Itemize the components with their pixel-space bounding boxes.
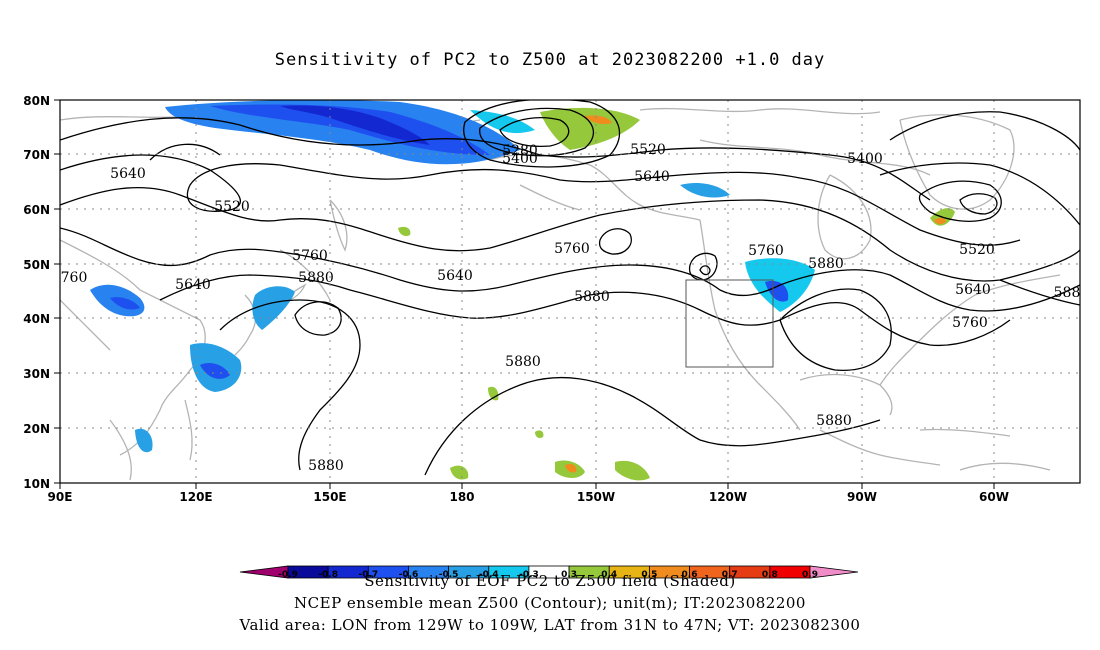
map-title: Sensitivity of PC2 to Z500 at 2023082200…: [274, 50, 826, 70]
lon-tick-label: 90E: [48, 490, 73, 504]
lat-tick-label: 70N: [23, 148, 50, 162]
z500-contours: [60, 100, 1080, 476]
latitude-labels: 80N 70N 60N 50N 40N 30N 20N 10N: [23, 94, 50, 491]
footer: Sensitivity of EOF PC2 to Z500 field (Sh…: [0, 570, 1100, 636]
lon-tick-label: 180: [449, 490, 474, 504]
contour-label: 5880: [808, 256, 844, 272]
contour-label: 5880: [816, 413, 852, 429]
lat-tick-label: 40N: [23, 312, 50, 326]
gridlines: [60, 100, 1080, 483]
contour-label: 5640: [634, 169, 670, 185]
lat-tick-label: 30N: [23, 367, 50, 381]
colorbar: -0.9 -0.8 -0.7 -0.6 -0.5 -0.4 -0.3 0.3 0.4 0.5 0.6…: [239, 565, 859, 580]
contour-label: 5760: [748, 243, 784, 259]
colorbar-tick-label: -0.3: [519, 570, 539, 580]
colorbar-tick-label: 0.7: [722, 570, 738, 580]
contour-label: 5880: [505, 354, 541, 370]
colorbar-tick-label: 0.9: [802, 570, 818, 580]
lon-tick-label: 120E: [179, 490, 212, 504]
contour-label: 5880: [298, 270, 334, 286]
contour-label: 5400: [847, 151, 883, 167]
sensitivity-shading: [90, 100, 955, 481]
contour-label: 760: [61, 270, 88, 286]
lat-tick-label: 20N: [23, 422, 50, 436]
contour-labels: 5280 5400 5520 5400 5640 5520 5640 5520 …: [61, 142, 1081, 474]
colorbar-tick-label: -0.6: [399, 570, 419, 580]
lon-tick-label: 60W: [979, 490, 1009, 504]
lon-tick-label: 90W: [847, 490, 877, 504]
colorbar-tick-label: 0.5: [641, 570, 657, 580]
contour-label: 5640: [437, 268, 473, 284]
contour-label: 5760: [554, 241, 590, 257]
tick-marks: [54, 99, 995, 489]
longitude-labels: 90E 120E 150E 180 150W 120W 90W 60W: [48, 490, 1009, 504]
footer-line-3: Valid area: LON from 129W to 109W, LAT f…: [239, 616, 861, 634]
colorbar-tick-label: -0.9: [278, 570, 298, 580]
plot-area: [60, 100, 1080, 483]
contour-label: 5880: [308, 458, 344, 474]
colorbar-tick-label: -0.4: [479, 570, 499, 580]
footer-line-1-overlay: Sensitivity of EOF PC2 to Z500 field (Sh…: [364, 572, 736, 590]
colorbar-tick-label: 0.8: [762, 570, 778, 580]
contour-label: 5520: [630, 142, 666, 158]
colorbar-right-arrow: [809, 565, 859, 579]
contour-label: 588: [1054, 285, 1081, 301]
valid-area-box: [685, 279, 774, 368]
lat-tick-label: 10N: [23, 477, 50, 491]
contour-label: 5520: [214, 199, 250, 215]
footer-line-2: NCEP ensemble mean Z500 (Contour); unit(…: [294, 594, 806, 612]
contour-label: 5760: [952, 315, 988, 331]
colorbar-tick-label: 0.3: [561, 570, 577, 580]
contour-label: 5280: [502, 143, 538, 159]
lon-tick-label: 150W: [577, 490, 615, 504]
colorbar-tick-label: 0.4: [601, 570, 617, 580]
contour-label: 5640: [955, 282, 991, 298]
lon-tick-label: 150E: [313, 490, 346, 504]
colorbar-tick-label: -0.8: [318, 570, 338, 580]
lon-tick-label: 120W: [709, 490, 747, 504]
lat-tick-label: 60N: [23, 203, 50, 217]
colorbar-tick-label: -0.5: [439, 570, 459, 580]
lat-tick-label: 50N: [23, 258, 50, 272]
contour-label: 5880: [574, 289, 610, 305]
contour-label: 5520: [959, 242, 995, 258]
contour-label: 5640: [175, 277, 211, 293]
contour-label: 5760: [292, 248, 328, 264]
plot-frame: [59, 99, 1081, 484]
colorbar-tick-label: -0.7: [358, 570, 378, 580]
contour-label: 5640: [110, 166, 146, 182]
contour-label: 5400: [502, 151, 538, 167]
lat-tick-label: 80N: [23, 94, 50, 108]
colorbar-tick-label: 0.6: [682, 570, 698, 580]
